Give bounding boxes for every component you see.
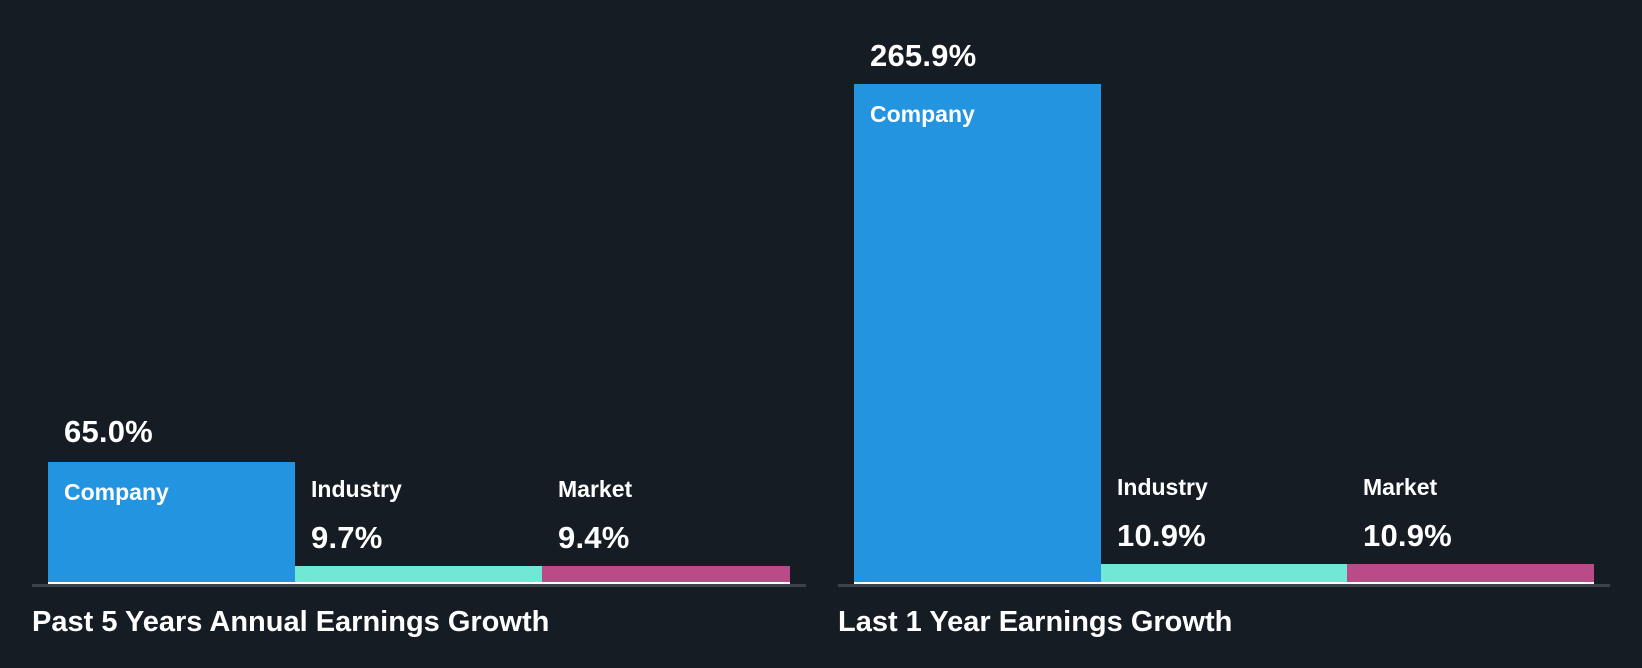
market-value: 10.9% — [1363, 518, 1452, 553]
market-label: Market — [1363, 474, 1438, 500]
chart-past-5-years: 65.0% Company Industry 9.7% Market 9.4% … — [32, 414, 806, 638]
industry-bar — [295, 566, 542, 582]
chart-title: Last 1 Year Earnings Growth — [838, 606, 1233, 638]
company-value: 65.0% — [64, 414, 153, 449]
market-bar — [1347, 564, 1594, 582]
x-axis — [838, 584, 1610, 587]
baseline-highlight — [48, 582, 790, 584]
industry-label: Industry — [1117, 474, 1208, 500]
chart-title: Past 5 Years Annual Earnings Growth — [32, 606, 550, 638]
market-bar — [542, 566, 790, 582]
industry-bar — [1101, 564, 1347, 582]
company-label: Company — [870, 101, 975, 127]
company-label: Company — [64, 479, 169, 505]
market-label: Market — [558, 476, 633, 502]
industry-label: Industry — [311, 476, 402, 502]
industry-value: 9.7% — [311, 520, 383, 555]
market-value: 9.4% — [558, 520, 630, 555]
baseline-highlight — [854, 582, 1594, 584]
company-bar — [854, 84, 1101, 582]
company-bar — [48, 462, 295, 582]
industry-value: 10.9% — [1117, 518, 1206, 553]
company-value: 265.9% — [870, 38, 977, 73]
x-axis — [32, 584, 806, 587]
